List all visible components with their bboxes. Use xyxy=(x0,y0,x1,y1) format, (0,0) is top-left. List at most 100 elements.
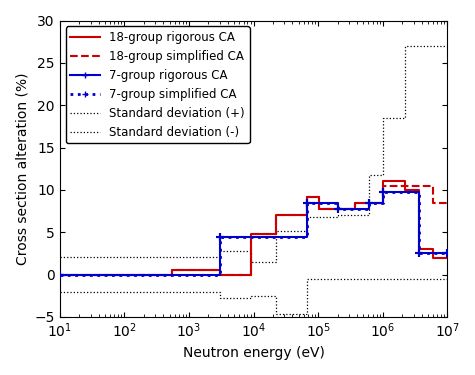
7-group simplified CA xyxy=(366,200,371,205)
18-group rigorous CA xyxy=(217,268,223,273)
Standard deviation (+) xyxy=(335,215,341,219)
7-group simplified CA xyxy=(417,251,422,256)
Standard deviation (-) xyxy=(380,277,386,281)
Standard deviation (+) xyxy=(304,215,310,219)
Standard deviation (+) xyxy=(104,255,110,259)
18-group simplified CA xyxy=(445,200,450,205)
7-group simplified CA xyxy=(380,190,386,195)
18-group rigorous CA xyxy=(104,272,110,277)
Standard deviation (+) xyxy=(380,116,386,120)
18-group rigorous CA xyxy=(170,272,175,277)
18-group rigorous CA xyxy=(352,200,358,205)
18-group simplified CA xyxy=(380,183,386,188)
7-group simplified CA xyxy=(304,200,310,205)
Standard deviation (-) xyxy=(57,290,63,295)
Standard deviation (+) xyxy=(352,213,358,217)
Legend: 18-group rigorous CA, 18-group simplified CA, 7-group rigorous CA, 7-group simpl: 18-group rigorous CA, 18-group simplifie… xyxy=(66,26,250,143)
7-group simplified CA xyxy=(366,206,371,211)
18-group rigorous CA xyxy=(402,179,408,184)
18-group simplified CA xyxy=(352,206,358,211)
18-group rigorous CA xyxy=(316,195,322,199)
Standard deviation (+) xyxy=(217,249,223,253)
Standard deviation (-) xyxy=(335,277,341,281)
Standard deviation (+) xyxy=(316,215,322,219)
Standard deviation (+) xyxy=(430,44,436,48)
Standard deviation (+) xyxy=(316,215,322,219)
7-group rigorous CA xyxy=(445,251,450,256)
Line: 18-group simplified CA: 18-group simplified CA xyxy=(60,186,447,274)
Standard deviation (-) xyxy=(335,277,341,281)
Standard deviation (+) xyxy=(170,255,175,259)
18-group simplified CA xyxy=(248,272,254,277)
18-group rigorous CA xyxy=(394,179,399,184)
18-group rigorous CA xyxy=(335,206,341,211)
18-group simplified CA xyxy=(430,200,436,205)
Standard deviation (-) xyxy=(352,277,358,281)
18-group rigorous CA xyxy=(430,255,436,260)
18-group simplified CA xyxy=(316,206,322,211)
Standard deviation (+) xyxy=(124,255,130,259)
18-group simplified CA xyxy=(217,268,223,273)
7-group rigorous CA xyxy=(335,200,341,205)
18-group simplified CA xyxy=(304,195,310,199)
Standard deviation (+) xyxy=(352,213,358,217)
Line: 7-group rigorous CA: 7-group rigorous CA xyxy=(60,192,447,274)
Standard deviation (-) xyxy=(316,277,322,281)
18-group simplified CA xyxy=(417,183,422,188)
Standard deviation (-) xyxy=(124,290,130,295)
Standard deviation (+) xyxy=(366,172,371,177)
Line: Standard deviation (-): Standard deviation (-) xyxy=(60,279,447,315)
18-group simplified CA xyxy=(273,213,279,217)
18-group simplified CA xyxy=(124,272,130,277)
Standard deviation (+) xyxy=(417,44,422,48)
Standard deviation (-) xyxy=(394,277,399,281)
18-group simplified CA xyxy=(430,183,436,188)
7-group rigorous CA xyxy=(380,190,386,195)
7-group rigorous CA xyxy=(380,200,386,205)
18-group rigorous CA xyxy=(304,195,310,199)
7-group rigorous CA xyxy=(366,200,371,205)
Standard deviation (-) xyxy=(124,290,130,295)
7-group rigorous CA xyxy=(304,200,310,205)
Standard deviation (-) xyxy=(217,290,223,295)
18-group simplified CA xyxy=(304,213,310,217)
Line: Standard deviation (+): Standard deviation (+) xyxy=(60,46,447,262)
Standard deviation (-) xyxy=(445,277,450,281)
7-group rigorous CA xyxy=(217,272,223,277)
Line: 18-group rigorous CA: 18-group rigorous CA xyxy=(60,182,447,274)
18-group rigorous CA xyxy=(352,206,358,211)
18-group rigorous CA xyxy=(335,206,341,211)
Standard deviation (-) xyxy=(430,277,436,281)
Standard deviation (-) xyxy=(248,296,254,301)
7-group simplified CA xyxy=(217,234,223,239)
18-group rigorous CA xyxy=(430,247,436,252)
18-group rigorous CA xyxy=(57,272,63,277)
18-group simplified CA xyxy=(335,206,341,211)
Standard deviation (-) xyxy=(366,277,371,281)
Standard deviation (+) xyxy=(273,260,279,264)
7-group rigorous CA xyxy=(417,251,422,256)
Standard deviation (-) xyxy=(316,277,322,281)
18-group simplified CA xyxy=(273,232,279,236)
18-group simplified CA xyxy=(394,183,399,188)
Standard deviation (-) xyxy=(170,290,175,295)
Standard deviation (-) xyxy=(402,277,408,281)
Standard deviation (-) xyxy=(304,312,310,317)
7-group simplified CA xyxy=(335,206,341,211)
18-group rigorous CA xyxy=(170,268,175,273)
7-group simplified CA xyxy=(217,272,223,277)
18-group rigorous CA xyxy=(316,206,322,211)
18-group simplified CA xyxy=(417,183,422,188)
Standard deviation (-) xyxy=(217,296,223,301)
18-group rigorous CA xyxy=(402,188,408,192)
Standard deviation (-) xyxy=(104,290,110,295)
Standard deviation (-) xyxy=(248,294,254,298)
18-group simplified CA xyxy=(57,272,63,277)
18-group simplified CA xyxy=(366,200,371,205)
7-group simplified CA xyxy=(335,200,341,205)
18-group simplified CA xyxy=(104,272,110,277)
7-group simplified CA xyxy=(417,190,422,195)
18-group rigorous CA xyxy=(248,272,254,277)
Standard deviation (+) xyxy=(402,44,408,48)
18-group simplified CA xyxy=(170,268,175,273)
